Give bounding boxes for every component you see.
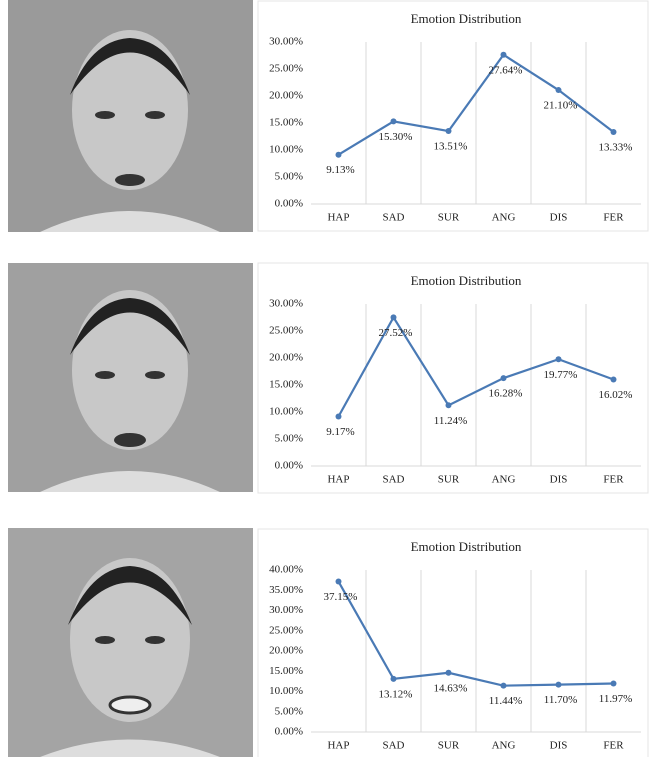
x-tick-label: FER: [603, 212, 624, 224]
x-tick-label: FER: [603, 740, 624, 752]
point: [501, 683, 507, 689]
y-tick-label: 20.00%: [269, 645, 303, 657]
y-tick-label: 40.00%: [269, 564, 303, 576]
point: [336, 152, 342, 158]
x-tick-label: DIS: [550, 212, 568, 224]
x-tick-label: HAP: [327, 740, 349, 752]
chart-border: [258, 263, 648, 493]
data-label: 14.63%: [434, 682, 468, 694]
point: [446, 128, 452, 134]
data-label: 37.15%: [324, 591, 358, 603]
y-tick-label: 25.00%: [269, 624, 303, 636]
y-tick-label: 10.00%: [269, 144, 303, 156]
chart-title: Emotion Distribution: [411, 11, 522, 26]
point: [556, 87, 562, 93]
y-tick-label: 30.00%: [269, 604, 303, 616]
chart-border: [258, 1, 648, 231]
data-label: 9.13%: [326, 164, 354, 176]
x-tick-label: HAP: [327, 474, 349, 486]
y-tick-label: 0.00%: [275, 198, 303, 210]
x-tick-label: SAD: [382, 212, 404, 224]
chart-title: Emotion Distribution: [411, 539, 522, 554]
chart-border: [258, 529, 648, 757]
x-tick-label: SAD: [382, 474, 404, 486]
y-tick-label: 5.00%: [275, 433, 303, 445]
y-tick-label: 20.00%: [269, 90, 303, 102]
y-tick-label: 30.00%: [269, 298, 303, 310]
x-tick-label: ANG: [492, 740, 516, 752]
y-tick-label: 35.00%: [269, 584, 303, 596]
y-tick-label: 20.00%: [269, 352, 303, 364]
y-tick-label: 25.00%: [269, 325, 303, 337]
data-label: 15.30%: [379, 131, 413, 143]
point: [391, 118, 397, 124]
face-photo: [8, 0, 253, 232]
point: [501, 375, 507, 381]
y-tick-label: 25.00%: [269, 63, 303, 75]
data-label: 13.51%: [434, 141, 468, 153]
point: [556, 682, 562, 688]
y-tick-label: 5.00%: [275, 171, 303, 183]
point: [611, 129, 617, 135]
data-label: 19.77%: [544, 369, 578, 381]
point: [391, 314, 397, 320]
x-tick-label: SUR: [438, 212, 460, 224]
figure: Emotion Distribution 0.00% 5.00% 10.00% 15.0…: [0, 0, 652, 757]
x-tick-label: DIS: [550, 740, 568, 752]
data-label: 11.44%: [489, 695, 523, 707]
x-tick-label: SAD: [382, 740, 404, 752]
point: [446, 670, 452, 676]
point: [391, 676, 397, 682]
data-label: 11.97%: [599, 693, 633, 705]
point: [336, 579, 342, 585]
x-tick-label: SUR: [438, 474, 460, 486]
data-label: 13.12%: [379, 688, 413, 700]
x-tick-label: FER: [603, 474, 624, 486]
data-label: 11.24%: [434, 415, 468, 427]
chart-title: Emotion Distribution: [411, 273, 522, 288]
data-label: 11.70%: [544, 694, 578, 706]
point: [611, 376, 617, 382]
y-tick-label: 0.00%: [275, 726, 303, 738]
x-tick-label: ANG: [492, 212, 516, 224]
y-tick-label: 10.00%: [269, 406, 303, 418]
point: [336, 413, 342, 419]
data-label: 13.33%: [599, 142, 633, 154]
data-label: 9.17%: [326, 426, 354, 438]
point: [501, 52, 507, 58]
y-tick-label: 30.00%: [269, 36, 303, 48]
point: [556, 356, 562, 362]
x-tick-label: ANG: [492, 474, 516, 486]
y-tick-label: 0.00%: [275, 460, 303, 472]
data-label: 16.02%: [599, 389, 633, 401]
data-label: 27.52%: [379, 327, 413, 339]
y-tick-label: 10.00%: [269, 685, 303, 697]
y-tick-label: 15.00%: [269, 665, 303, 677]
face-photo: [8, 263, 253, 492]
data-label: 21.10%: [544, 100, 578, 112]
x-tick-label: HAP: [327, 212, 349, 224]
face-photo: [8, 528, 253, 757]
point: [446, 402, 452, 408]
x-tick-label: DIS: [550, 474, 568, 486]
y-tick-label: 15.00%: [269, 379, 303, 391]
y-tick-label: 5.00%: [275, 705, 303, 717]
x-tick-label: SUR: [438, 740, 460, 752]
point: [611, 681, 617, 687]
data-label: 27.64%: [489, 64, 523, 76]
y-tick-label: 15.00%: [269, 117, 303, 129]
data-label: 16.28%: [489, 388, 523, 400]
